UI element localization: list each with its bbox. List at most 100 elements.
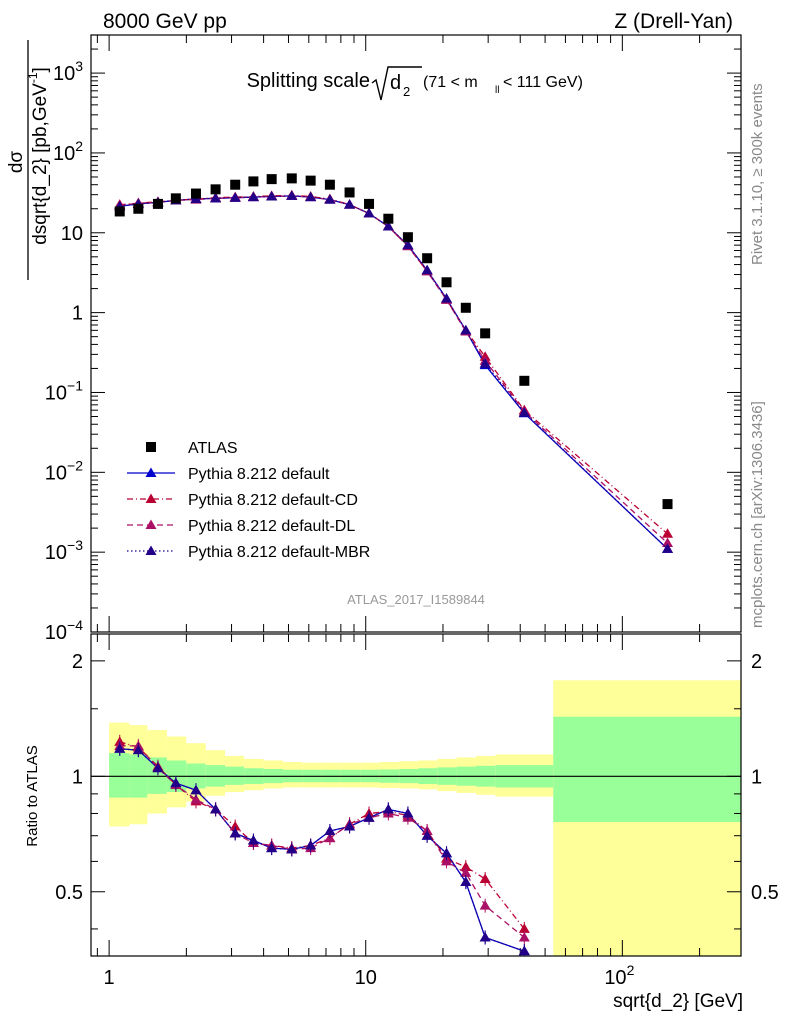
ratio-series-3-point xyxy=(152,762,164,773)
plot-title: Splitting scale d 2 (71 < m ll < 111 GeV… xyxy=(247,66,583,101)
ratio-y-tick-label-2: 0.5 xyxy=(55,882,83,904)
atlas-data-point xyxy=(210,184,221,195)
ratio-y-tick-label-1: 1 xyxy=(72,766,83,788)
legend-entry-2: Pythia 8.212 default-CD xyxy=(188,492,358,509)
atlas-data-point xyxy=(460,302,471,313)
process-label: Z (Drell-Yan) xyxy=(614,10,733,33)
y-axis-label-den-text: dsqrt{d_2} [pb,GeV xyxy=(30,83,51,245)
y-axis-label-numerator: dσ xyxy=(6,151,27,174)
ratio-series-3-point xyxy=(210,803,222,814)
ratio-series-1-point xyxy=(479,873,491,883)
main-series-4-point xyxy=(460,324,472,335)
ratio-series-1-point xyxy=(518,923,530,933)
main-series-line-4 xyxy=(119,195,668,550)
y-tick-label-5-exp: −2 xyxy=(67,457,83,473)
ratio-series-3-point xyxy=(344,820,356,831)
atlas-data-point xyxy=(170,193,181,204)
y-tick-label-2-base: 10 xyxy=(61,223,83,245)
x-tick-label-0: 1 xyxy=(104,967,115,989)
ratio-series-3-point xyxy=(286,843,298,854)
atlas-data-point xyxy=(133,203,144,214)
legend-marker-4 xyxy=(145,545,157,555)
atlas-data-point xyxy=(305,175,316,186)
atlas-data-point xyxy=(248,176,259,187)
y-tick-label-5: 10−2 xyxy=(45,457,83,484)
ratio-series-3-point xyxy=(132,744,144,755)
main-series-4-point xyxy=(518,407,530,417)
ratio-series-3-point xyxy=(441,847,453,858)
title-main: Splitting scale xyxy=(247,70,370,92)
atlas-data-point xyxy=(422,253,433,264)
rivet-version-label: Rivet 3.1.10, ≥ 300k events xyxy=(749,83,766,265)
sqrt-symbol xyxy=(371,66,422,101)
ratio-series-3-point xyxy=(190,784,202,795)
y-tick-label-1: 102 xyxy=(53,138,83,165)
uncertainty-band-inner xyxy=(147,757,167,794)
ratio-y-tick-label-right-0: 2 xyxy=(751,651,762,673)
atlas-data-point xyxy=(662,499,673,510)
main-series-4-point xyxy=(402,239,414,250)
main-frame xyxy=(90,34,742,633)
atlas-data-point xyxy=(383,213,394,224)
atlas-data-point xyxy=(480,328,491,339)
atlas-data-point xyxy=(114,206,125,217)
mcplots-label: mcplots.cern.ch [arXiv:1306.3436] xyxy=(749,401,766,628)
atlas-data-point xyxy=(364,198,375,209)
atlas-data-point xyxy=(266,174,277,185)
y-tick-label-6-base: 10 xyxy=(45,542,67,564)
y-tick-label-2: 10 xyxy=(61,223,83,245)
x-axis-label: sqrt{d_2} [GeV] xyxy=(613,991,743,1012)
ratio-series-2-point xyxy=(460,867,472,877)
main-series-4-point xyxy=(344,199,356,209)
atlas-data-point xyxy=(519,375,530,386)
main-series-4-point xyxy=(266,190,278,201)
ratio-series-3-point xyxy=(114,743,126,753)
main-series-4-point xyxy=(479,358,491,368)
y-axis-label: dσ dsqrt{d_2} [pb,GeV-1] xyxy=(6,40,51,280)
ratio-series-3-point xyxy=(170,777,182,788)
ratio-series-2-point xyxy=(518,931,530,942)
legend-marker-atlas xyxy=(146,442,156,452)
y-tick-label-1-exp: 2 xyxy=(75,138,83,154)
ratio-series-3-point xyxy=(266,842,278,853)
legend-marker-2 xyxy=(145,493,157,503)
ratio-series-3-point xyxy=(382,803,394,814)
analysis-tag: ATLAS_2017_I1589844 xyxy=(347,592,485,607)
main-series-4-point xyxy=(229,192,241,202)
ratio-panel: 2 21 10.5 0.51 10 102 xyxy=(55,633,779,989)
atlas-data-point xyxy=(402,232,413,243)
title-cut-sub: ll xyxy=(495,85,499,96)
ratio-series-3-point xyxy=(518,945,530,956)
ratio-series-3-point xyxy=(229,827,241,838)
x-tick-label-1-base: 10 xyxy=(355,967,377,989)
main-series-line-2 xyxy=(119,194,668,535)
legend-entry-0: ATLAS xyxy=(188,440,238,457)
atlas-data-point xyxy=(324,179,335,190)
ratio-series-3-point xyxy=(324,825,336,836)
ratio-series-line-3 xyxy=(119,748,525,952)
ratio-y-tick-label-right-2: 0.5 xyxy=(751,882,779,904)
legend-marker-3 xyxy=(145,519,157,529)
legend-entry-3: Pythia 8.212 default-DL xyxy=(188,518,355,535)
main-series-4-point xyxy=(421,264,433,275)
legend-entry-4: Pythia 8.212 default-MBR xyxy=(188,544,370,561)
title-cut-a: (71 < m xyxy=(423,74,478,91)
y-tick-label-7-exp: −4 xyxy=(67,617,83,633)
main-series-4-point xyxy=(210,192,222,203)
main-series-2-point xyxy=(662,528,674,538)
y-tick-label-5-base: 10 xyxy=(45,462,67,484)
uncertainty-band-inner xyxy=(553,716,741,823)
main-series-4-point xyxy=(324,194,336,204)
main-series-4-point xyxy=(247,191,259,202)
y-tick-label-0-base: 10 xyxy=(53,63,75,85)
y-axis-label-den-sup: -1 xyxy=(26,72,40,83)
atlas-data-point xyxy=(286,173,297,184)
y-tick-label-6-exp: −3 xyxy=(67,537,83,553)
y-tick-label-1-base: 10 xyxy=(53,143,75,165)
main-series-4-point xyxy=(286,190,298,200)
atlas-data-point xyxy=(230,179,241,190)
title-sqrt-sub: 2 xyxy=(403,84,410,99)
y-axis-label-denominator: dsqrt{d_2} [pb,GeV-1] xyxy=(26,67,51,245)
